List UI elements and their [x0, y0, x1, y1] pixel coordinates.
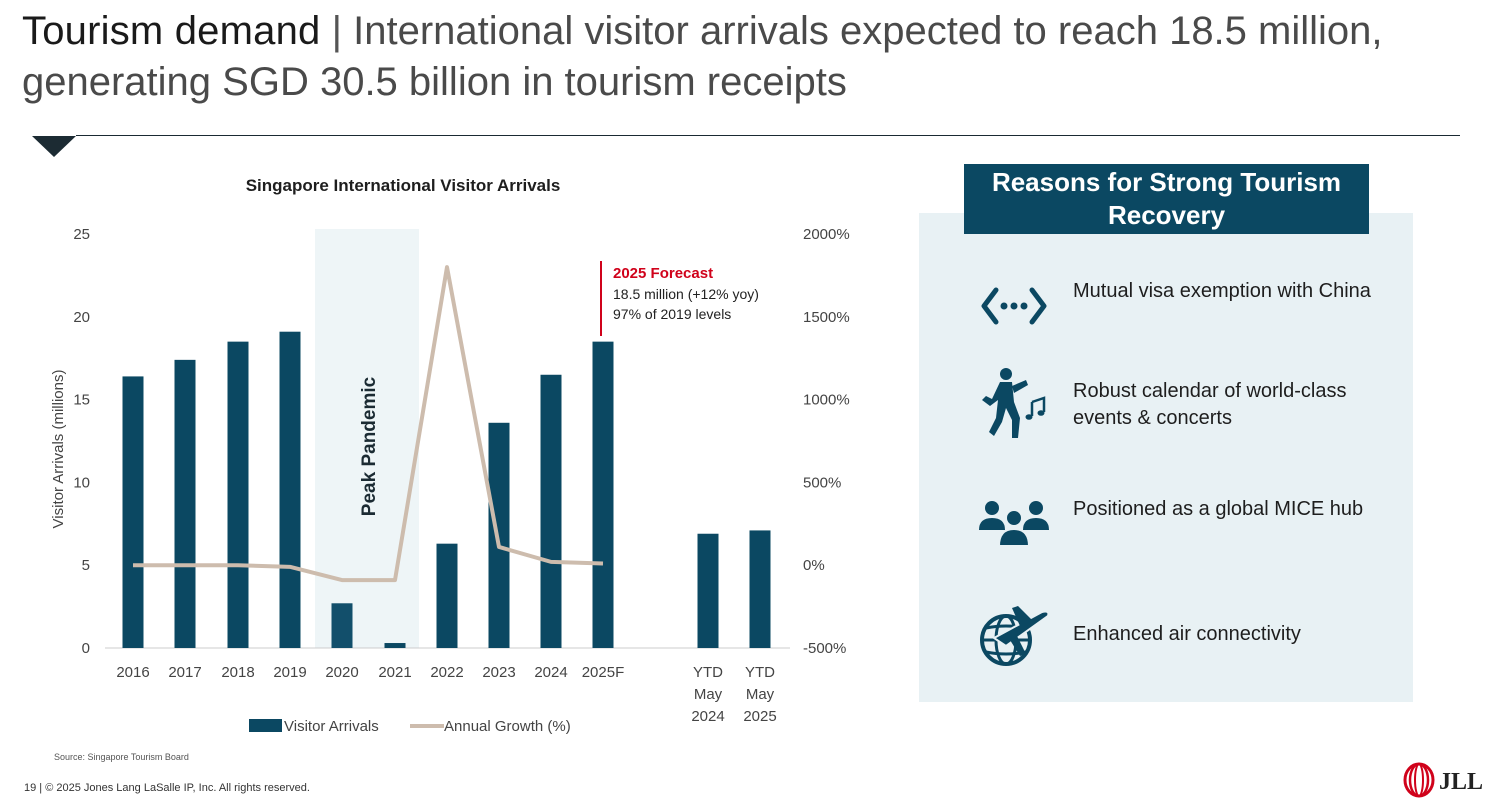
title-triangle-marker [32, 136, 76, 157]
forecast-annotation-title: 2025 Forecast [613, 265, 713, 282]
bar-visitor-arrivals [592, 341, 614, 648]
reason-item-air: Enhanced air connectivity [1073, 623, 1301, 645]
y2-tick-label: 0% [803, 557, 825, 574]
x-tick-label: 2024 [534, 664, 567, 681]
x-tick-label: 2016 [116, 664, 149, 681]
title-separator: | [320, 9, 354, 53]
bar-visitor-arrivals [174, 359, 196, 648]
y2-tick-label: 500% [803, 474, 841, 491]
y2-tick-label: 2000% [803, 226, 850, 243]
bar-visitor-arrivals [749, 530, 771, 648]
x-tick-label: 2022 [430, 664, 463, 681]
y2-tick-label: 1000% [803, 392, 850, 409]
x-tick-label: YTD [693, 664, 723, 681]
y-tick-label: 0 [82, 640, 90, 657]
jll-logo-text: JLL [1439, 769, 1483, 795]
concert-dancer-icon [982, 368, 1046, 438]
reason-item-visa: Mutual visa exemption with China [1073, 280, 1371, 302]
legend-label-bars: Visitor Arrivals [284, 718, 379, 735]
reason-item-events: Robust calendar of world-class events & … [1073, 380, 1347, 429]
pandemic-label: Peak Pandemic [359, 376, 380, 516]
reasons-panel-title: Reasons for Strong Tourism Recovery [964, 164, 1369, 234]
title-divider [76, 135, 1460, 136]
y2-tick-label: 1500% [803, 309, 850, 326]
bar-visitor-arrivals [331, 603, 353, 648]
x-tick-label: 2024 [691, 708, 724, 725]
y-tick-label: 10 [73, 474, 90, 491]
visa-exemption-icon [981, 287, 1047, 325]
x-tick-label: 2025F [582, 664, 625, 681]
y-axis-title: Visitor Arrivals (millions) [50, 370, 67, 529]
bar-visitor-arrivals [488, 422, 510, 648]
x-tick-label: 2019 [273, 664, 306, 681]
x-tick-label: May [694, 686, 723, 703]
x-tick-label: YTD [745, 664, 775, 681]
y2-tick-label: -500% [803, 640, 846, 657]
reason-item-mice: Positioned as a global MICE hub [1073, 498, 1364, 520]
y-tick-label: 25 [73, 226, 90, 243]
legend-swatch-bars [249, 719, 282, 732]
x-tick-label: 2025 [743, 708, 776, 725]
chart-title: Singapore International Visitor Arrivals [246, 176, 561, 195]
footer-copyright: 19 | © 2025 Jones Lang LaSalle IP, Inc. … [24, 782, 310, 794]
airplane-globe-icon [980, 606, 1050, 666]
title-subtitle: International visitor arrivals expected … [22, 9, 1383, 104]
bar-visitor-arrivals [540, 374, 562, 648]
growth-line [133, 265, 604, 583]
legend-label-line: Annual Growth (%) [444, 718, 571, 735]
forecast-annotation-line-text: 97% of 2019 levels [613, 306, 731, 322]
x-tick-label: May [746, 686, 775, 703]
visitor-arrivals-chart: Peak Pandemic Singapore International Vis… [50, 176, 850, 735]
bar-visitor-arrivals [436, 543, 458, 648]
x-tick-label: 2018 [221, 664, 254, 681]
source-note: Source: Singapore Tourism Board [54, 752, 189, 762]
title-bold: Tourism demand [22, 9, 321, 53]
bar-visitor-arrivals [697, 533, 719, 648]
forecast-annotation-line-text: 18.5 million (+12% yoy) [613, 286, 759, 302]
jll-logo: JLL [1403, 762, 1483, 798]
people-group-icon [979, 501, 1049, 547]
bar-visitor-arrivals [384, 643, 406, 648]
y-tick-label: 20 [73, 309, 90, 326]
x-tick-label: 2017 [168, 664, 201, 681]
bar-visitor-arrivals [227, 341, 249, 648]
x-tick-label: 2021 [378, 664, 411, 681]
bar-visitor-arrivals [279, 331, 301, 648]
y-tick-label: 15 [73, 392, 90, 409]
bar-visitor-arrivals [122, 376, 144, 648]
slide-title: Tourism demand | International visitor a… [22, 6, 1482, 108]
x-tick-label: 2020 [325, 664, 358, 681]
y-tick-label: 5 [82, 557, 90, 574]
x-tick-label: 2023 [482, 664, 515, 681]
